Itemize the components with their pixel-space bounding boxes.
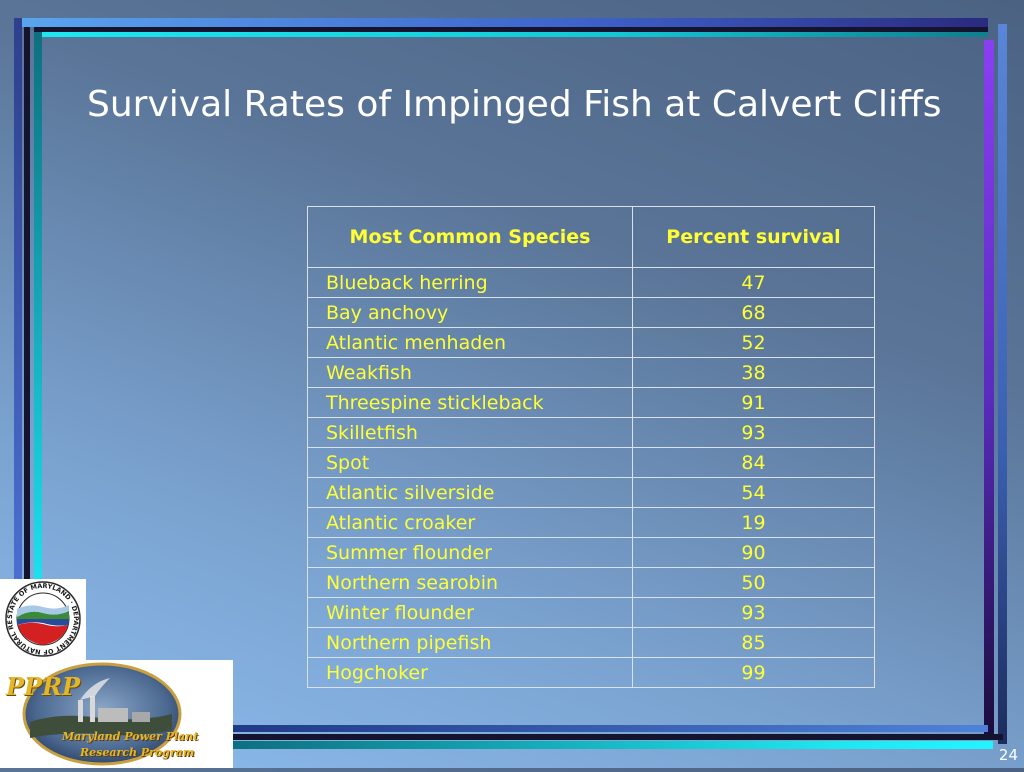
slide-title: Survival Rates of Impinged Fish at Calve… [87,84,942,125]
species-cell: Winter flounder [307,597,633,628]
table-row: Atlantic menhaden 52 [307,327,875,358]
survival-cell: 93 [632,417,875,448]
column-header-survival: Percent survival [632,206,875,268]
table-row: Spot 84 [307,447,875,478]
table-row: Weakfish 38 [307,357,875,388]
survival-cell: 54 [632,477,875,508]
survival-cell: 93 [632,597,875,628]
table-row: Bay anchovy 68 [307,297,875,328]
frame-left-dark-bar [24,27,30,580]
table-row: Atlantic croaker 19 [307,507,875,538]
pprp-abbreviation: PPRP [6,672,81,701]
species-cell: Skilletfish [307,417,633,448]
survival-cell: 99 [632,657,875,688]
table-row: Winter flounder 93 [307,597,875,628]
pprp-name-line1: Maryland Power Plant [62,730,199,743]
survival-cell: 19 [632,507,875,538]
survival-cell: 85 [632,627,875,658]
table-row: Summer flounder 90 [307,537,875,568]
table-row: Northern searobin 50 [307,567,875,598]
pprp-logo: PPRP Maryland Power Plant Research Progr… [0,660,233,768]
survival-cell: 47 [632,267,875,298]
seal-icon: STATE OF MARYLAND · DEPARTMENT OF NATURA… [0,573,81,657]
species-cell: Threespine stickleback [307,387,633,418]
species-cell: Northern searobin [307,567,633,598]
page-number: 24 [998,746,1018,764]
table-row: Blueback herring 47 [307,267,875,298]
species-cell: Summer flounder [307,537,633,568]
survival-cell: 68 [632,297,875,328]
survival-cell: 50 [632,567,875,598]
frame-left-blue-bar [14,18,22,580]
frame-bottom-blue-bar [233,725,988,732]
species-cell: Atlantic croaker [307,507,633,538]
species-cell: Northern pipefish [307,627,633,658]
table-header-row: Most Common Species Percent survival [307,206,875,268]
table-row: Skilletfish 93 [307,417,875,448]
column-header-species: Most Common Species [307,206,633,268]
table-row: Atlantic silverside 54 [307,477,875,508]
species-cell: Blueback herring [307,267,633,298]
species-cell: Hogchoker [307,657,633,688]
survival-table: Most Common Species Percent survival Blu… [307,206,875,688]
frame-top-blue-bar [14,18,988,27]
species-cell: Atlantic menhaden [307,327,633,358]
survival-cell: 52 [632,327,875,358]
survival-cell: 38 [632,357,875,388]
table-row: Northern pipefish 85 [307,627,875,658]
power-plant-icon [22,662,182,766]
frame-top-cyan-bar [42,32,988,37]
species-cell: Spot [307,447,633,478]
maryland-dnr-seal-logo: STATE OF MARYLAND · DEPARTMENT OF NATURA… [0,573,86,660]
frame-bottom-dark-bar [233,734,1003,740]
frame-left-cyan-bar [34,32,42,580]
survival-cell: 84 [632,447,875,478]
table-row: Hogchoker 99 [307,657,875,688]
frame-top-dark-bar [34,27,988,32]
survival-cell: 91 [632,387,875,418]
frame-right-purple-bar [984,40,994,740]
survival-cell: 90 [632,537,875,568]
table-row: Threespine stickleback 91 [307,387,875,418]
frame-right-blue-bar [998,24,1007,744]
species-cell: Bay anchovy [307,297,633,328]
frame-bottom-cyan-bar [233,741,993,749]
species-cell: Atlantic silverside [307,477,633,508]
pprp-name-line2: Research Program [80,746,195,759]
species-cell: Weakfish [307,357,633,388]
